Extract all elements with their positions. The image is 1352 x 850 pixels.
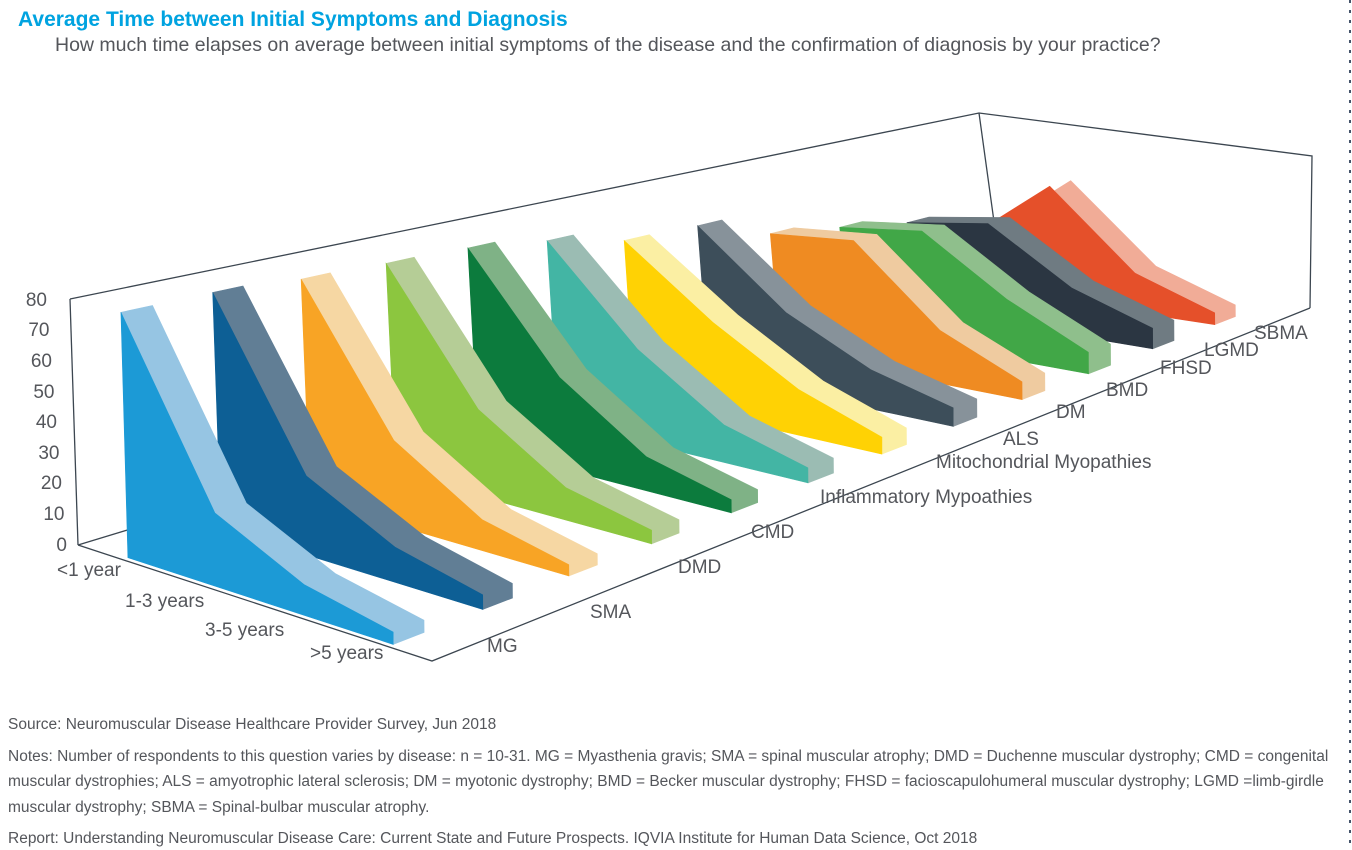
value-tick-10: 10: [43, 503, 65, 525]
category-label-0: <1 year: [57, 560, 121, 581]
category-label-1: 1-3 years: [125, 591, 205, 612]
source-line: Source: Neuromuscular Disease Healthcare…: [8, 716, 497, 733]
plot-box-ceiling-edge: [69, 112, 1313, 309]
series-label-LGMD: LGMD: [1204, 340, 1259, 361]
series-label-ALS: ALS: [1003, 429, 1039, 450]
category-and-series-axis-line: [77, 307, 1311, 662]
value-tick-30: 30: [38, 442, 60, 464]
footer-notes: Source: Neuromuscular Disease Healthcare…: [8, 712, 1334, 850]
value-tick-40: 40: [35, 412, 57, 434]
series-label-SBMA: SBMA: [1254, 323, 1308, 344]
value-tick-60: 60: [30, 350, 52, 372]
series-label-DM: DM: [1056, 402, 1086, 423]
value-axis-line: [69, 298, 79, 546]
series-label-Mitochondrial Myopathies: Mitochondrial Myopathies: [936, 452, 1152, 473]
series-label-Inflammatory Mypoathies: Inflammatory Mypoathies: [820, 487, 1033, 508]
value-tick-20: 20: [40, 473, 62, 495]
survey-question-subtitle: How much time elapses on average between…: [55, 34, 1161, 56]
value-tick-80: 80: [25, 289, 47, 311]
category-label-2: 3-5 years: [205, 620, 285, 641]
value-tick-0: 0: [56, 534, 67, 556]
series-label-DMD: DMD: [678, 557, 722, 578]
series-label-MG: MG: [487, 636, 518, 657]
dotted-page-edge: [1349, 0, 1351, 850]
series-label-FHSD: FHSD: [1160, 358, 1212, 379]
notes-line: Notes: Number of respondents to this que…: [8, 747, 1329, 816]
series-label-SMA: SMA: [590, 602, 632, 623]
series-label-BMD: BMD: [1106, 380, 1149, 401]
series-label-CMD: CMD: [751, 522, 795, 543]
value-tick-50: 50: [33, 381, 55, 403]
report-line: Report: Understanding Neuromuscular Dise…: [8, 830, 978, 847]
category-label-3: >5 years: [310, 643, 384, 664]
page-title: Average Time between Initial Symptoms an…: [18, 8, 568, 31]
ribbon-front-MG: [120, 312, 394, 645]
value-tick-70: 70: [28, 320, 50, 342]
